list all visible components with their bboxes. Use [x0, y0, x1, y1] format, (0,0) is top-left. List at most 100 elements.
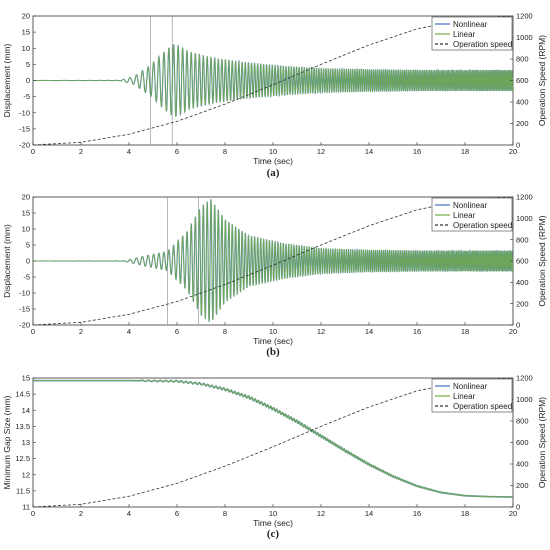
x-tick-label: 8 — [223, 327, 227, 336]
x-tick-label: 2 — [79, 509, 83, 518]
x-tick-label: 10 — [269, 147, 277, 156]
y2-tick-label: 600 — [516, 257, 529, 266]
y-tick-label: 0 — [26, 76, 30, 85]
panel-label: (c) — [267, 528, 280, 540]
y2-tick-label: 200 — [516, 119, 529, 128]
y2-tick-label: 1200 — [516, 374, 533, 383]
y-tick-label: 10 — [22, 44, 30, 53]
y2-tick-label: 400 — [516, 98, 529, 107]
legend-label: Nonlinear — [453, 201, 488, 210]
x-tick-label: 2 — [79, 147, 83, 156]
y2-tick-label: 200 — [516, 481, 529, 490]
legend-label: Linear — [453, 211, 476, 220]
y-tick-label: 5 — [26, 241, 30, 250]
x-tick-label: 6 — [175, 327, 179, 336]
x-tick-label: 10 — [269, 509, 277, 518]
y-tick-label: 12 — [22, 470, 30, 479]
x-tick-label: 16 — [413, 327, 421, 336]
y2-tick-label: 400 — [516, 278, 529, 287]
legend-label: Linear — [453, 30, 476, 39]
x-tick-label: 12 — [317, 327, 325, 336]
y-tick-label: 14 — [22, 406, 30, 415]
y2-axis-label: Operation Speed (RPM) — [537, 35, 547, 126]
y-axis-label: Displacement (mm) — [2, 43, 12, 117]
y-tick-label: -15 — [19, 305, 30, 314]
panel-label: (a) — [267, 167, 280, 179]
chart-panel-3: 0 2 4 6 8 10 12 14 16 18 20 11 11.5 12 12.5 13 13.5 14 14.… — [2, 374, 547, 540]
y2-tick-label: 1000 — [516, 33, 533, 42]
y2-axis-label: Operation Speed (RPM) — [537, 397, 547, 488]
x-tick-label: 18 — [461, 327, 469, 336]
x-tick-label: 12 — [317, 147, 325, 156]
x-tick-label: 0 — [31, 509, 35, 518]
x-axis-label: Time (sec) — [253, 518, 293, 528]
y-tick-label: -15 — [19, 124, 30, 133]
x-tick-label: 2 — [79, 327, 83, 336]
series-line-linear — [33, 199, 513, 323]
y-tick-label: 20 — [22, 12, 30, 21]
x-tick-label: 8 — [223, 147, 227, 156]
series-line-linear — [33, 44, 513, 117]
y-tick-label: 15 — [22, 28, 30, 37]
y2-tick-label: 400 — [516, 460, 529, 469]
x-tick-label: 0 — [31, 327, 35, 336]
legend-label: Nonlinear — [453, 20, 488, 29]
y2-tick-label: 800 — [516, 417, 529, 426]
x-tick-label: 10 — [269, 327, 277, 336]
y-tick-label: 20 — [22, 193, 30, 202]
y2-tick-label: 800 — [516, 55, 529, 64]
y2-tick-label: 0 — [516, 141, 520, 150]
y-tick-label: 15 — [22, 374, 30, 383]
y2-tick-label: 0 — [516, 503, 520, 512]
x-tick-label: 4 — [127, 147, 131, 156]
plot-content — [33, 197, 513, 325]
panel-label: (b) — [266, 346, 280, 358]
y-tick-label: 10 — [22, 225, 30, 234]
y-tick-label: -5 — [23, 92, 30, 101]
x-tick-label: 16 — [413, 509, 421, 518]
x-tick-label: 18 — [461, 147, 469, 156]
y2-tick-label: 1000 — [516, 214, 533, 223]
y2-tick-label: 600 — [516, 438, 529, 447]
legend-label: Operation speed — [453, 402, 512, 411]
x-axis-label: Time (sec) — [253, 336, 293, 346]
y-tick-label: -20 — [19, 321, 30, 330]
x-tick-label: 12 — [317, 509, 325, 518]
y-axis-label: Displacement (mm) — [2, 224, 12, 298]
y-tick-label: 14.5 — [15, 390, 30, 399]
x-tick-label: 14 — [365, 509, 373, 518]
legend-label: Operation speed — [453, 40, 512, 49]
y-tick-label: 11 — [22, 503, 30, 512]
chart-panel-2: 0 2 4 6 8 10 12 14 16 18 20-20-15-10-5051015200200… — [2, 193, 547, 358]
x-tick-label: 18 — [461, 509, 469, 518]
x-axis-label: Time (sec) — [253, 156, 293, 166]
y-tick-label: -20 — [19, 141, 30, 150]
x-tick-label: 0 — [31, 147, 35, 156]
y-tick-label: -10 — [19, 289, 30, 298]
y-tick-label: 12.5 — [15, 454, 30, 463]
y-tick-label: -10 — [19, 108, 30, 117]
x-tick-label: 6 — [175, 509, 179, 518]
y2-axis-label: Operation Speed (RPM) — [537, 215, 547, 306]
x-tick-label: 20 — [509, 509, 517, 518]
series-line-linear — [33, 379, 513, 498]
x-tick-label: 16 — [413, 147, 421, 156]
legend-label: Linear — [453, 392, 476, 401]
y-tick-label: 5 — [26, 60, 30, 69]
x-tick-label: 6 — [175, 147, 179, 156]
y-tick-label: 11.5 — [16, 486, 30, 495]
y2-tick-label: 1200 — [516, 12, 533, 21]
x-tick-label: 14 — [365, 327, 373, 336]
y2-tick-label: 1000 — [516, 395, 533, 404]
y2-tick-label: 800 — [516, 235, 529, 244]
x-tick-label: 4 — [127, 509, 131, 518]
y2-tick-label: 200 — [516, 299, 529, 308]
series-line-operation-speed — [33, 197, 513, 325]
y2-tick-label: 600 — [516, 76, 529, 85]
legend-label: Operation speed — [453, 221, 512, 230]
x-tick-label: 4 — [127, 327, 131, 336]
y-tick-label: -5 — [23, 273, 30, 282]
y-tick-label: 13.5 — [15, 422, 30, 431]
y-tick-label: 15 — [22, 209, 30, 218]
